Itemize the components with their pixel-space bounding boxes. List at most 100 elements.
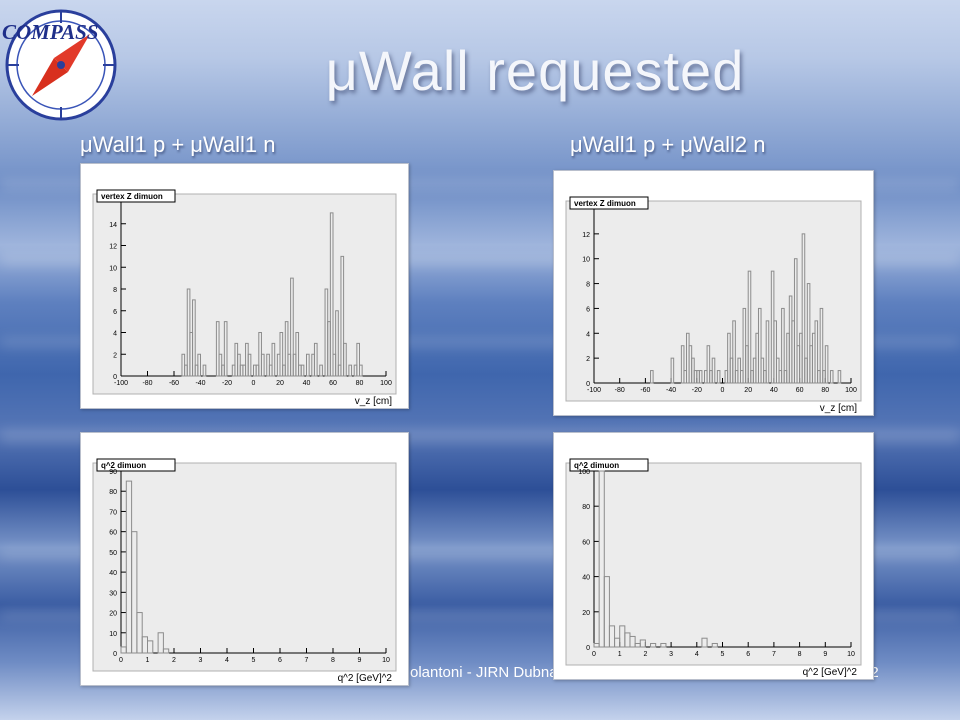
histogram-bar — [732, 320, 736, 384]
x-tick-label: 20 — [276, 380, 284, 387]
histogram-bar — [359, 364, 363, 377]
histogram-bar — [711, 642, 718, 648]
y-tick-label: 4 — [586, 331, 590, 338]
x-tick-label: 80 — [821, 387, 829, 394]
x-tick-label: 40 — [770, 387, 778, 394]
y-tick-label: 6 — [586, 306, 590, 313]
x-tick-label: 60 — [329, 380, 337, 387]
x-tick-label: -20 — [222, 380, 232, 387]
y-tick-label: 60 — [109, 530, 117, 537]
histogram-bar — [824, 345, 829, 384]
histogram-bar — [629, 635, 636, 648]
histogram-bar — [701, 637, 708, 648]
x-axis-label: q^2 [GeV]^2 — [803, 667, 858, 678]
y-tick-label: 0 — [113, 651, 117, 658]
histogram-bar — [773, 320, 777, 384]
y-tick-label: 8 — [113, 287, 117, 294]
x-tick-label: 4 — [695, 651, 699, 658]
x-axis-label: v_z [cm] — [820, 403, 857, 414]
chart-title: q^2 dimuon — [101, 461, 146, 470]
y-tick-label: 40 — [582, 575, 590, 582]
x-tick-label: 1 — [146, 657, 150, 664]
histogram-bar — [340, 255, 345, 377]
y-tick-label: 10 — [109, 265, 117, 272]
histogram-bar — [319, 364, 323, 377]
x-tick-label: 10 — [847, 651, 855, 658]
histogram-bar — [598, 470, 605, 648]
y-tick-label: 20 — [109, 611, 117, 618]
q2-histogram-right: q^2 dimuon 0 20 40 60 80 100 0 1 2 3 4 5 6 7 8 9 10 q^2 [G… — [553, 432, 874, 680]
x-tick-label: 100 — [845, 387, 857, 394]
histogram-bar — [147, 640, 154, 654]
x-tick-label: 7 — [772, 651, 776, 658]
q2-chart-left: q^2 dimuon 0 10 20 30 40 50 60 70 80 90 0 1 2 3 4 5 6 7 8 9 1… — [92, 458, 397, 684]
x-tick-label: -40 — [666, 387, 676, 394]
histogram-bar — [295, 332, 300, 377]
x-tick-label: 80 — [356, 380, 364, 387]
histogram-bar — [781, 307, 785, 384]
x-tick-label: 6 — [278, 657, 282, 664]
histogram-bar — [162, 648, 170, 654]
y-tick-label: 14 — [109, 222, 117, 229]
x-tick-label: 9 — [823, 651, 827, 658]
histogram-bar — [335, 310, 339, 377]
x-tick-label: 0 — [592, 651, 596, 658]
x-tick-label: -60 — [169, 380, 179, 387]
compass-logo — [2, 6, 120, 124]
histogram-bar — [329, 212, 334, 377]
histogram-bar — [680, 345, 685, 384]
histogram-bar — [765, 320, 770, 384]
left-heading: μWall1 p + μWall1 n — [80, 132, 276, 157]
y-tick-label: 100 — [578, 469, 590, 476]
histogram-bar — [711, 357, 716, 384]
histogram-bar — [223, 321, 228, 377]
x-tick-label: -80 — [615, 387, 625, 394]
histogram-bar — [801, 233, 806, 384]
y-tick-label: 6 — [113, 309, 117, 316]
vertex-z-chart-left: vertex Z dimuon 0 2 4 6 8 10 12 14 -100 -80 -60 -40 -… — [92, 189, 397, 407]
y-tick-label: 40 — [109, 570, 117, 577]
histogram-bar — [348, 364, 353, 377]
histogram-bar — [247, 353, 252, 377]
histogram-bar — [313, 342, 318, 377]
histogram-bar — [300, 364, 305, 377]
histogram-bar — [819, 307, 824, 384]
x-tick-label: 2 — [643, 651, 647, 658]
x-tick-label: 5 — [721, 651, 725, 658]
histogram-bar — [650, 642, 657, 648]
chart-title-box — [96, 458, 176, 472]
y-tick-label: 90 — [109, 469, 117, 476]
histogram-bar — [698, 370, 703, 384]
y-tick-label: 2 — [586, 356, 590, 363]
histogram-bar — [650, 370, 654, 384]
x-tick-label: 10 — [382, 657, 390, 664]
histogram-bar — [806, 283, 811, 384]
histogram-bar — [837, 370, 842, 384]
y-tick-label: 20 — [582, 610, 590, 617]
y-tick-label: 10 — [582, 257, 590, 264]
right-heading: μWall1 p + μWall2 n — [570, 132, 766, 157]
histogram-bar — [716, 370, 721, 384]
histogram-bar — [271, 342, 276, 377]
histogram-bar — [136, 612, 143, 654]
x-tick-label: 20 — [744, 387, 752, 394]
histogram-bar — [157, 632, 164, 654]
x-tick-label: 3 — [669, 651, 673, 658]
histogram-bar — [192, 299, 196, 377]
y-tick-label: 60 — [582, 539, 590, 546]
slide-title: μWall requested — [325, 39, 745, 102]
y-tick-label: 8 — [586, 282, 590, 289]
footer-text: olantoni - JIRN Dubna — [410, 664, 558, 681]
histogram-bar — [284, 321, 289, 377]
y-tick-label: 10 — [109, 631, 117, 638]
x-tick-label: 60 — [796, 387, 804, 394]
x-tick-label: 0 — [721, 387, 725, 394]
x-tick-label: 8 — [331, 657, 335, 664]
chart-title-box — [96, 189, 176, 203]
y-tick-label: 80 — [582, 504, 590, 511]
x-tick-label: 9 — [358, 657, 362, 664]
histogram-bar — [747, 270, 752, 384]
histogram-bar — [608, 625, 616, 648]
x-tick-label: -40 — [195, 380, 205, 387]
x-tick-label: 40 — [303, 380, 311, 387]
